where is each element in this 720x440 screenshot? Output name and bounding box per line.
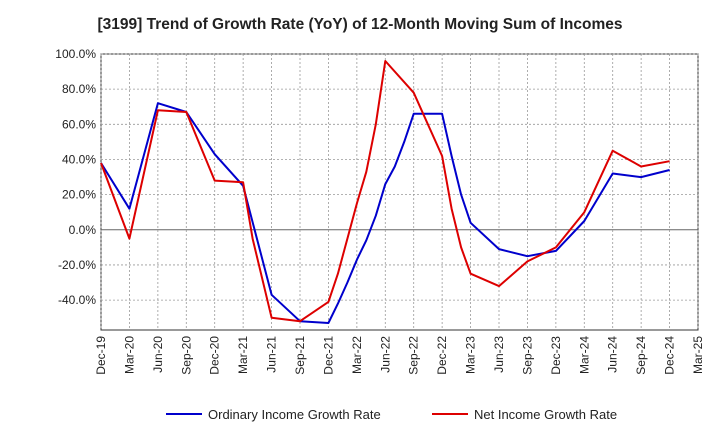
x-gridlines (100, 54, 699, 330)
plot-area (100, 53, 699, 331)
x-tick-label: Sep-20 (179, 336, 193, 375)
x-tick-label: Sep-22 (407, 336, 421, 375)
x-tick-label: Dec-23 (549, 336, 563, 375)
y-axis-ticks: 100.0% 80.0% 60.0% 40.0% 20.0% 0.0% -20.0% -40.… (55, 47, 96, 307)
y-tick-label: -40.0% (58, 293, 96, 307)
legend: Ordinary Income Growth Rate Net Income Gr… (166, 407, 617, 422)
x-tick-label: Dec-21 (321, 336, 335, 375)
series-lines (100, 60, 670, 324)
x-tick-label: Mar-20 (122, 336, 136, 374)
x-tick-label: Dec-24 (663, 336, 677, 375)
x-tick-label: Mar-23 (464, 336, 478, 374)
y-gridlines (101, 53, 698, 301)
x-tick-label: Mar-22 (350, 336, 364, 374)
y-tick-label: 100.0% (55, 47, 96, 61)
x-tick-label: Dec-19 (94, 336, 108, 375)
x-tick-label: Jun-21 (265, 336, 279, 373)
x-tick-label: Mar-24 (577, 336, 591, 374)
x-tick-label: Jun-23 (492, 336, 506, 373)
series-line-net-income (100, 60, 670, 323)
x-tick-label: Dec-22 (435, 336, 449, 375)
legend-label: Net Income Growth Rate (474, 407, 617, 422)
y-tick-label: 40.0% (62, 152, 96, 166)
series-line-ordinary-income (100, 102, 670, 324)
x-tick-label: Jun-24 (606, 336, 620, 373)
x-tick-label: Sep-24 (634, 336, 648, 375)
x-tick-label: Mar-21 (236, 336, 250, 374)
chart-title: [3199] Trend of Growth Rate (YoY) of 12-… (97, 16, 622, 33)
x-tick-label: Sep-21 (293, 336, 307, 375)
y-tick-label: 20.0% (62, 188, 96, 202)
x-tick-label: Jun-22 (378, 336, 392, 373)
legend-label: Ordinary Income Growth Rate (208, 407, 381, 422)
y-tick-label: -20.0% (58, 258, 96, 272)
x-tick-label: Sep-23 (520, 336, 534, 375)
y-tick-label: 80.0% (62, 82, 96, 96)
x-axis-ticks: Dec-19 Mar-20 Jun-20 Sep-20 Dec-20 Mar-21 Jun-… (94, 336, 705, 375)
y-tick-label: 60.0% (62, 117, 96, 131)
y-tick-label: 0.0% (69, 223, 97, 237)
x-tick-label: Jun-20 (151, 336, 165, 373)
x-tick-label: Mar-25 (691, 336, 705, 374)
x-tick-label: Dec-20 (208, 336, 222, 375)
